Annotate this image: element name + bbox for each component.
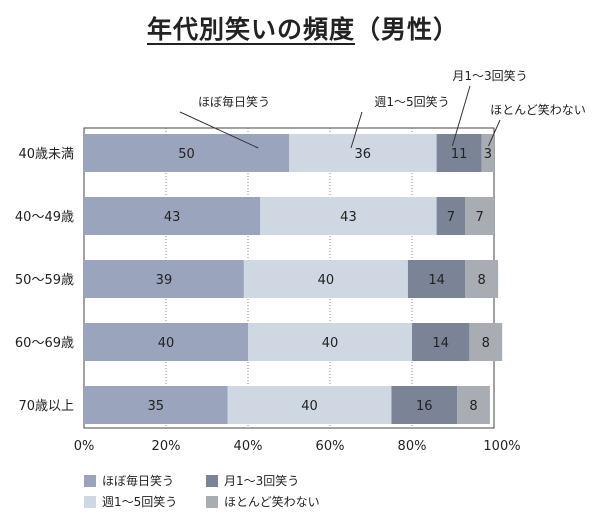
legend-item-rarely: ほとんど笑わない [206, 493, 320, 510]
bar-segment [289, 134, 437, 172]
bar-segment [481, 134, 494, 172]
bar-segment [436, 134, 482, 172]
data-label: 35 [147, 399, 164, 414]
annotation-label: 週1～5回笑う [374, 94, 449, 109]
data-label: 16 [416, 399, 433, 414]
y-category-label: 60～69歳 [15, 336, 74, 351]
bar-segment [469, 323, 503, 361]
legend-label-weekly: 週1～5回笑う [102, 495, 178, 509]
bar-segment [243, 260, 408, 298]
annotation-leader [350, 111, 363, 149]
data-label: 40 [158, 336, 175, 351]
chart-title-main: 年代別笑いの頻度 [146, 15, 355, 44]
annotation-leader [451, 85, 471, 147]
x-tick-label: 0% [74, 439, 95, 454]
bar-segment [412, 323, 470, 361]
data-label: 14 [432, 336, 449, 351]
annotation-leader [488, 119, 501, 147]
y-category-label: 40歳未満 [18, 147, 74, 162]
legend-label-daily: ほぼ毎日笑う [102, 474, 175, 488]
bar-segment [457, 386, 490, 424]
legend-swatch-daily [84, 474, 96, 487]
legend-swatch-rarely [206, 495, 218, 508]
bar-segment [84, 260, 244, 298]
data-label: 14 [428, 273, 445, 288]
y-category-label: 40～49歳 [15, 210, 74, 225]
data-label: 50 [178, 147, 195, 162]
annotation-label: ほぼ毎日笑う [198, 94, 270, 109]
data-label: 40 [301, 399, 318, 414]
bar-segment [391, 386, 458, 424]
legend-label-monthly: 月1～3回笑う [224, 474, 300, 488]
bar-segment [84, 197, 261, 235]
chart-subtitle: （男性） [355, 15, 460, 44]
bar-segment [84, 134, 289, 172]
data-label: 43 [340, 210, 357, 225]
data-label: 39 [156, 273, 173, 288]
bar-segment [465, 260, 499, 298]
data-label: 36 [355, 147, 372, 162]
data-label: 8 [482, 336, 490, 351]
annotation-label: ほとんど笑わない [490, 102, 586, 117]
legend-label-rarely: ほとんど笑わない [224, 495, 320, 509]
annotation-leader [179, 111, 259, 149]
data-label: 11 [451, 147, 468, 162]
data-label: 40 [322, 336, 339, 351]
y-category-label: 70歳以上 [18, 399, 74, 414]
x-tick-label: 100% [483, 439, 520, 454]
x-tick-label: 20% [152, 439, 181, 454]
legend-item-weekly: 週1～5回笑う [84, 493, 177, 510]
legend-swatch-monthly [206, 474, 218, 487]
data-label: 7 [447, 210, 455, 225]
y-category-label: 50～59歳 [15, 273, 74, 288]
bar-segment [227, 386, 392, 424]
data-label: 8 [478, 273, 486, 288]
legend-item-daily: ほぼ毎日笑う [84, 472, 174, 489]
x-tick-label: 60% [316, 439, 345, 454]
data-label: 40 [318, 273, 335, 288]
bar-segment [465, 197, 494, 235]
legend-item-monthly: 月1～3回笑う [206, 472, 299, 489]
annotation-label: 月1～3回笑う [452, 68, 527, 83]
legend-swatch-weekly [84, 495, 96, 508]
bar-segment [436, 197, 466, 235]
bar-segment [407, 260, 466, 298]
bar-segment [260, 197, 437, 235]
data-label: 7 [476, 210, 484, 225]
bar-segment [84, 386, 228, 424]
data-label: 3 [484, 147, 492, 162]
bar-segment [84, 323, 248, 361]
bar-segment [248, 323, 412, 361]
x-tick-label: 80% [398, 439, 427, 454]
data-label: 43 [164, 210, 181, 225]
chart-title: 年代別笑いの頻度（男性） [0, 10, 606, 46]
x-tick-label: 40% [234, 439, 263, 454]
data-label: 8 [469, 399, 477, 414]
